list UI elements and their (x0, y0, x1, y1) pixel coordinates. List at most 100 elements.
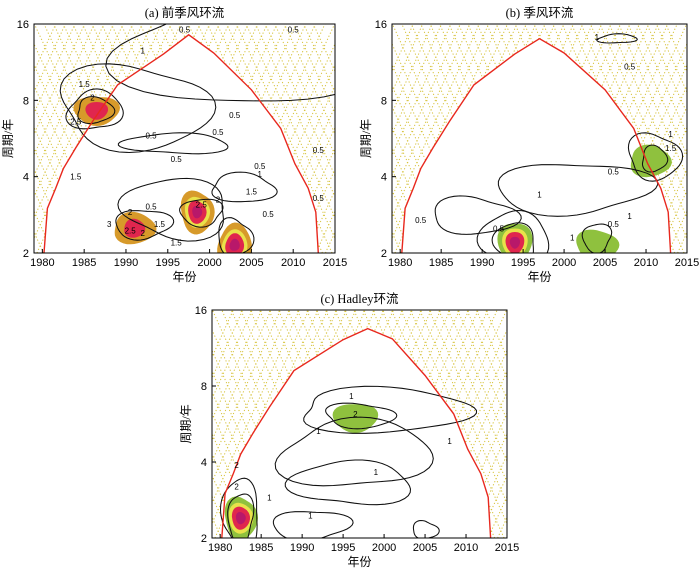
hatch-line-right (487, 495, 507, 538)
hatch-line-left (627, 24, 687, 156)
hatch-line-right (535, 308, 639, 538)
contour-label: 0.5 (229, 111, 241, 120)
x-tick-label: 1985 (249, 542, 273, 554)
contour-label: 0.5 (493, 224, 505, 233)
y-tick-label: 2 (381, 248, 387, 260)
hatch-line-left (312, 24, 335, 73)
y-tick-label: 4 (381, 172, 387, 184)
hatch-line-right (601, 308, 700, 538)
contour-label: 2 (140, 229, 145, 238)
y-tick-label: 8 (201, 381, 207, 393)
hatch-line-right (34, 24, 134, 240)
significant-core (509, 236, 520, 249)
contour-label: 2 (234, 461, 239, 470)
contour-label: 0.5 (608, 220, 620, 229)
hatch-line-right (34, 24, 115, 198)
hatch-line-left (392, 126, 449, 253)
contour-label: 1.5 (246, 187, 258, 196)
contour-label: 0.5 (313, 146, 325, 155)
x-tick-label: 1980 (388, 257, 412, 269)
hatch-line-left (226, 24, 333, 253)
hatch-line-left (428, 310, 507, 484)
contour-line (476, 209, 550, 253)
contour-label: 1 (316, 427, 321, 436)
hatch-line-left (264, 24, 335, 177)
hatch-line-right (199, 24, 307, 253)
contour-label: 1.5 (79, 80, 91, 89)
hatch-line-right (412, 328, 507, 538)
contour-label: 1 (349, 392, 354, 401)
contour-line (284, 459, 412, 506)
x-tick-label: 1995 (156, 257, 180, 269)
hatch-line-right (190, 24, 297, 253)
hatch-line-left (51, 308, 155, 538)
hatch-line-left (89, 308, 193, 538)
contour-label: 0.5 (415, 216, 427, 225)
hatch-line-right (238, 42, 335, 253)
contour-line (219, 477, 258, 538)
hatch-line-left (392, 42, 487, 253)
hatch-line-left (53, 24, 160, 253)
panel-title: (c) Hadley环流 (320, 292, 399, 306)
contour-line (274, 416, 434, 487)
contour-label: 1 (627, 212, 632, 221)
hatch-line-right (478, 474, 507, 538)
y-tick-label: 2 (201, 533, 207, 545)
hatch-line-right (392, 24, 433, 115)
contour-label: 0.5 (145, 132, 157, 141)
hatch-line-left (91, 24, 198, 253)
hatch-line-left (274, 24, 335, 156)
hatch-line-right (545, 308, 649, 538)
y-tick-label: 8 (23, 95, 29, 107)
y-axis-label: 周期/年 (359, 119, 373, 158)
contour-line (325, 402, 398, 430)
hatch-line-left (212, 515, 222, 538)
contour-line (65, 88, 124, 130)
hatch-line-left (72, 24, 179, 253)
hatch-line-right (212, 310, 291, 484)
hatch-line-right (55, 24, 163, 253)
contour-label: 2 (216, 196, 221, 205)
contour-label: 0.5 (288, 26, 300, 35)
hatch-line-right (392, 24, 471, 198)
x-tick-label: 1990 (114, 257, 138, 269)
contour-line (77, 96, 116, 125)
contour-label: 0.5 (145, 203, 157, 212)
chart-panel-2: 1 0.5 1 1.5 0.5 1 0.5 0.5 1 0.5 1 1980 1985 1990 1995 2… (359, 6, 700, 284)
contour-line (117, 132, 229, 155)
contour-label: 1 (308, 512, 313, 521)
contour-line (211, 171, 278, 203)
x-tick-label: 2015 (323, 257, 347, 269)
hatch-line-left (101, 24, 208, 253)
contour-line (115, 210, 175, 241)
hatch-line-right (180, 24, 288, 253)
contour-label: 2 (353, 410, 358, 419)
x-axis-label: 年份 (347, 555, 371, 569)
contour-label: 0.5 (171, 155, 183, 164)
contour-label: 1 (447, 437, 452, 446)
contour-label: 1.5 (154, 220, 166, 229)
hatch-line-left (129, 24, 237, 253)
contour-label: 2.5 (125, 227, 137, 236)
panel-title: (b) 季风环流 (506, 6, 574, 20)
y-tick-label: 4 (23, 172, 29, 184)
hatch-line-right (696, 22, 700, 253)
hatch-line-right (34, 24, 95, 156)
hatch-line-right (516, 308, 620, 538)
hatch-line-left (206, 24, 314, 253)
contour-line (596, 33, 638, 44)
hatch-line-right (228, 24, 335, 253)
hatch-line-left (212, 349, 298, 538)
plot-area: 0.5 0.511.522.50.50.5 0.50.50.50.511.51.50… (34, 24, 335, 253)
contour-line (412, 519, 440, 538)
hatch-line-right (392, 24, 424, 94)
hatch-line-right (212, 310, 281, 463)
contour-line (434, 195, 522, 235)
hatch-line-right (392, 24, 490, 240)
cone-of-influence (401, 37, 672, 253)
x-tick-label: 1985 (72, 257, 96, 269)
panel-title: (a) 前季风环流 (145, 5, 225, 20)
hatch-line-left (212, 328, 307, 538)
hatch-line-left (61, 308, 165, 538)
plot-frame (33, 23, 336, 254)
